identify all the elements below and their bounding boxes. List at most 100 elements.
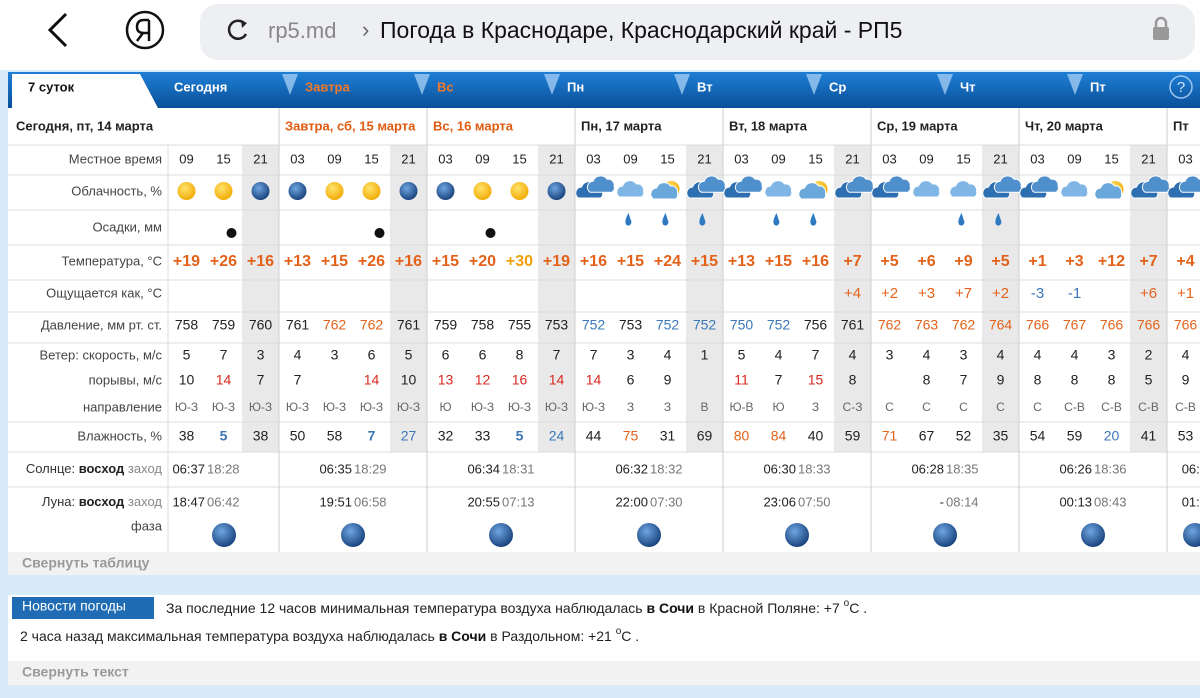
cloud-icon — [1178, 175, 1200, 193]
moon-set: 07:13 — [502, 494, 535, 509]
collapse-table-bar[interactable] — [8, 552, 1200, 575]
temp-value: +24 — [654, 253, 681, 270]
collapse-text[interactable]: Свернуть текст — [22, 664, 129, 680]
direction-value: С-З — [843, 400, 863, 414]
moon-phase — [785, 523, 809, 547]
gusts-value: 6 — [627, 372, 635, 388]
temp-value: +26 — [210, 253, 237, 270]
url-bar[interactable] — [200, 4, 1195, 60]
collapse-table[interactable]: Свернуть таблицу — [22, 555, 150, 571]
precip-drop — [773, 213, 780, 226]
tab[interactable]: Вт — [697, 79, 713, 94]
pressure-value: 752 — [582, 317, 606, 333]
precip-drop — [995, 213, 1002, 226]
cloud-icon — [697, 175, 726, 193]
temp-value: +15 — [691, 253, 718, 270]
url-domain: rp5.md — [268, 18, 336, 43]
tab[interactable]: Вс — [437, 79, 454, 94]
direction-value: С-В — [1138, 400, 1159, 414]
yandex-logo[interactable] — [125, 10, 165, 50]
cloud-icon — [586, 175, 615, 193]
moon-rise: 19:51 — [319, 494, 352, 509]
pressure-value: 766 — [1174, 317, 1198, 333]
wind-value: 3 — [331, 347, 339, 363]
time-value: 15 — [1104, 151, 1118, 166]
gusts-value: 15 — [808, 372, 824, 388]
wind-value: 7 — [220, 347, 228, 363]
wind-value: 7 — [553, 347, 561, 363]
tab-active[interactable] — [12, 74, 158, 108]
moon-set: 06:58 — [354, 494, 387, 509]
news-part: в Сочи — [439, 628, 487, 644]
humidity-value: 33 — [475, 428, 491, 444]
moon-icon — [399, 182, 418, 200]
sun-rise: 06:28 — [911, 461, 944, 476]
precip-drop — [699, 213, 706, 226]
humidity-value: 20 — [1104, 428, 1120, 444]
humidity-value: 32 — [438, 428, 454, 444]
help-icon[interactable] — [1169, 75, 1193, 99]
news-part: в Красной Поляне: +7 — [694, 600, 844, 616]
time-value: 09 — [771, 151, 785, 166]
row-label: направление — [83, 399, 162, 414]
news-badge — [12, 597, 154, 619]
wind-value: 4 — [849, 347, 857, 363]
gusts-value: 9 — [1182, 372, 1190, 388]
pressure-value: 764 — [989, 317, 1013, 333]
moon-phase — [1183, 523, 1200, 547]
tab-separator — [806, 74, 822, 95]
moon-icon — [288, 182, 307, 200]
time-value: 21 — [697, 151, 711, 166]
sun-set: 18:29 — [354, 461, 387, 476]
tab[interactable]: 7 суток — [28, 79, 75, 94]
tab[interactable]: Завтра — [305, 79, 351, 94]
temp-value: +1 — [1028, 253, 1046, 270]
time-value: 03 — [586, 151, 600, 166]
temp-value: +3 — [1065, 253, 1083, 270]
moon-rise: 01:1 — [1182, 494, 1200, 509]
gusts-value: 7 — [294, 372, 302, 388]
news-badge-text: Новости погоды — [22, 598, 126, 614]
humidity-value: 7 — [368, 428, 376, 444]
humidity-value: 5 — [220, 428, 228, 444]
row-label: Солнце: восход заход — [26, 461, 163, 476]
moon-phase — [1081, 523, 1105, 547]
sun-icon — [214, 182, 233, 200]
back-button[interactable] — [47, 12, 68, 48]
wind-value: 1 — [701, 347, 709, 363]
gusts-value: 14 — [586, 372, 602, 388]
cloud-icon — [764, 180, 793, 198]
tab[interactable]: Ср — [829, 79, 846, 94]
wind-value: 2 — [1145, 347, 1153, 363]
pressure-value: 760 — [249, 317, 273, 333]
time-value: 21 — [549, 151, 563, 166]
humidity-value: 84 — [771, 428, 787, 444]
help-text[interactable]: ? — [1177, 79, 1185, 96]
direction-value: С — [1033, 400, 1042, 414]
pressure-value: 763 — [915, 317, 939, 333]
wind-value: 4 — [775, 347, 783, 363]
tab[interactable]: Пн — [567, 79, 584, 94]
temp-value: +9 — [954, 253, 972, 270]
temp-value: +5 — [991, 253, 1009, 270]
tab[interactable]: Сегодня — [174, 79, 227, 94]
direction-value: Ю-З — [545, 400, 568, 414]
wind-value: 4 — [1034, 347, 1042, 363]
humidity-value: 71 — [882, 428, 898, 444]
tab[interactable]: Чт — [960, 79, 976, 94]
precip-dot — [374, 228, 385, 238]
day-header: Вс, 16 марта — [433, 118, 514, 133]
tab[interactable]: Пт — [1090, 79, 1106, 94]
time-value: 15 — [808, 151, 822, 166]
time-value: 21 — [1141, 151, 1155, 166]
reload-icon[interactable] — [227, 19, 248, 40]
direction-value: С-В — [1175, 400, 1196, 414]
precip-dot — [485, 228, 496, 238]
sun-set: 18:31 — [502, 461, 535, 476]
sun-set: 18:28 — [207, 461, 240, 476]
temp-value: +15 — [765, 253, 792, 270]
moon-rise: 20:55 — [467, 494, 500, 509]
collapse-text-bar[interactable] — [8, 661, 1200, 685]
temp-value: +26 — [358, 253, 385, 270]
